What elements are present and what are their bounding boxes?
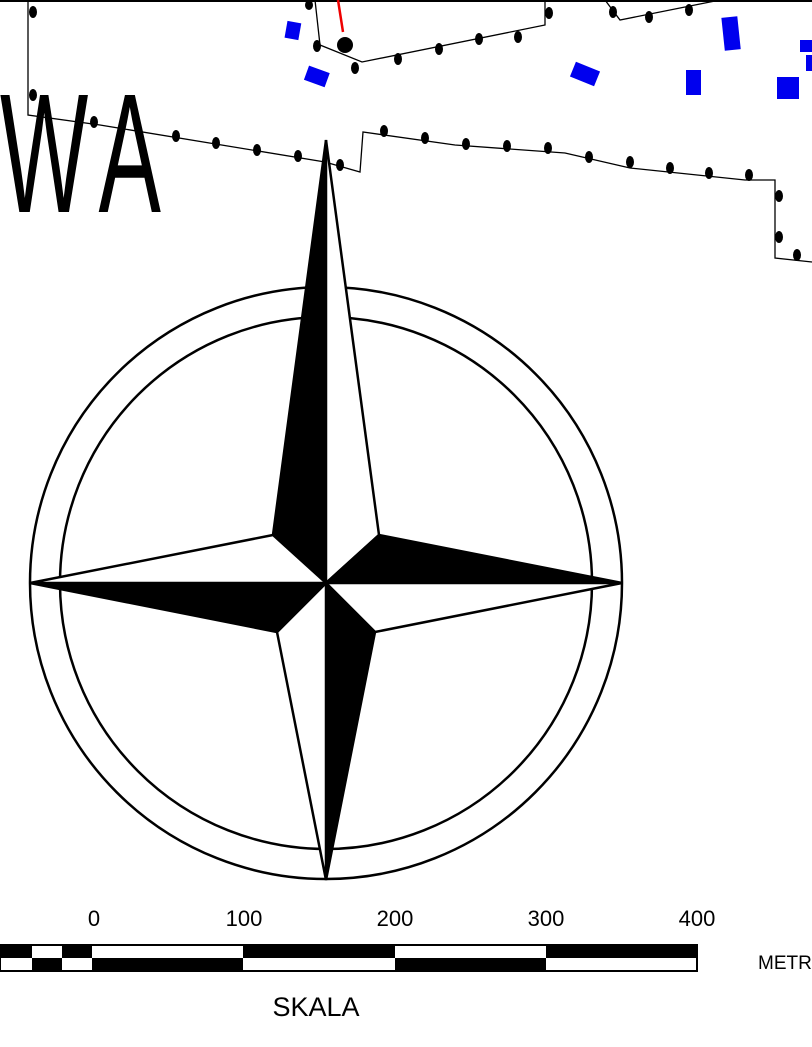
boundaries xyxy=(27,0,812,263)
scale-title: SKALA xyxy=(272,992,359,1022)
scale-tick-label: 400 xyxy=(679,906,716,931)
compass-rose xyxy=(28,139,624,881)
map-label: WA xyxy=(0,60,175,250)
buildings xyxy=(284,16,812,99)
scale-tick-label: 200 xyxy=(377,906,414,931)
scale-bar xyxy=(0,944,698,972)
markers xyxy=(29,0,801,261)
scale-unit: METR xyxy=(758,953,812,974)
scale-ticks: 0 100 200 300 400 xyxy=(88,906,715,931)
scale-tick-label: 0 xyxy=(88,906,100,931)
scale-tick-label: 300 xyxy=(528,906,565,931)
scale-tick-label: 100 xyxy=(226,906,263,931)
